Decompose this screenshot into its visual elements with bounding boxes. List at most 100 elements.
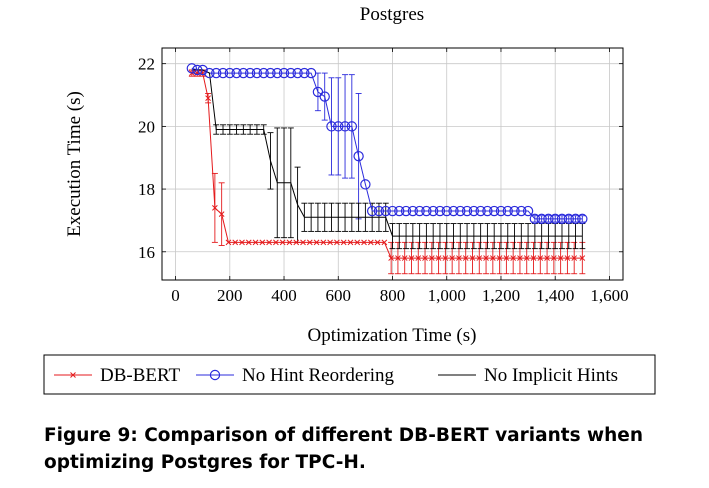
series-point-o xyxy=(292,67,303,79)
series-point-x xyxy=(571,255,578,261)
point-stroke xyxy=(225,239,232,246)
point-stroke xyxy=(279,239,286,246)
series-point-x xyxy=(462,255,469,261)
x-tick-label: 1,400 xyxy=(536,286,574,305)
series-point-x xyxy=(537,255,544,261)
point-stroke xyxy=(517,255,523,261)
series-point-x xyxy=(422,255,428,261)
series-point-x xyxy=(395,255,401,261)
series-point-x xyxy=(564,255,571,261)
point-stroke xyxy=(449,255,456,261)
chart-title: Postgres xyxy=(360,4,424,25)
point-stroke xyxy=(476,255,483,261)
series-point-x xyxy=(306,239,313,246)
series-point-o xyxy=(224,67,235,79)
series-point-x xyxy=(442,255,449,261)
series-point-o xyxy=(265,67,276,79)
series-point-x xyxy=(579,255,586,261)
series-point-o xyxy=(441,205,452,217)
point-stroke xyxy=(550,255,557,261)
point-stroke xyxy=(422,255,428,261)
y-tick-label: 22 xyxy=(138,55,155,74)
point-stroke xyxy=(415,255,422,261)
point-stroke xyxy=(218,211,225,218)
point-stroke xyxy=(340,239,347,246)
series-point-o xyxy=(407,205,419,217)
point-stroke xyxy=(381,239,388,246)
series-point-o xyxy=(394,205,405,217)
series-point-x xyxy=(293,239,300,246)
series-point-x xyxy=(510,255,517,261)
y-axis-ticks: 16 18 20 22 xyxy=(138,55,623,262)
x-tick-label: 800 xyxy=(380,286,406,305)
series-point-o xyxy=(360,179,371,190)
x-tick-label: 0 xyxy=(171,286,180,305)
series-point-o xyxy=(305,67,317,79)
series-point-o xyxy=(427,205,439,217)
point-stroke xyxy=(259,239,266,246)
series-point-o xyxy=(197,64,208,76)
series-point-x xyxy=(239,239,245,246)
series-point-x xyxy=(232,239,239,246)
point-stroke xyxy=(212,205,218,211)
point-stroke xyxy=(537,255,544,261)
series-point-o xyxy=(509,205,520,217)
x-tick-label: 1,200 xyxy=(482,286,520,305)
legend: DB-BERT No Hint Reordering No Implicit Hin… xyxy=(43,354,656,395)
point-stroke xyxy=(245,239,252,246)
x-tick-label: 200 xyxy=(217,286,243,305)
series-point-x xyxy=(286,239,293,246)
legend-label-1: No Hint Reordering xyxy=(242,365,394,386)
x-axis-label: Optimization Time (s) xyxy=(308,325,477,346)
chart: Postgres 0 200 400 600 800 1,000 1,200 1,400 1,6… xyxy=(43,4,656,395)
series-point-o xyxy=(192,64,203,76)
series-point-x xyxy=(320,239,327,246)
series-point-o xyxy=(285,67,297,79)
series-point-x xyxy=(449,255,456,261)
y-tick-label: 18 xyxy=(138,180,155,199)
series-point-x xyxy=(530,255,537,261)
series-point-x xyxy=(503,255,510,261)
point-stroke xyxy=(320,239,327,246)
point-stroke xyxy=(571,255,578,261)
series-point-x xyxy=(273,239,279,246)
legend-label-2: No Implicit Hints xyxy=(484,365,618,386)
series-point-o xyxy=(543,213,554,225)
series-point-x xyxy=(496,255,503,261)
series-point-o xyxy=(556,213,568,225)
series-point-x xyxy=(523,255,530,261)
series-point-o xyxy=(414,205,425,217)
series-lines xyxy=(191,67,583,259)
series-point-x xyxy=(374,239,381,246)
series-point-o xyxy=(333,121,344,132)
point-stroke xyxy=(469,255,476,261)
point-stroke xyxy=(361,239,367,246)
series-point-o xyxy=(495,205,507,217)
series-point-o xyxy=(238,67,249,79)
series-point-o xyxy=(211,67,222,79)
point-stroke xyxy=(327,239,333,246)
point-stroke xyxy=(456,255,462,261)
point-stroke xyxy=(483,255,489,261)
series-point-o xyxy=(570,213,581,225)
legend-label-0: DB-BERT xyxy=(100,365,181,386)
point-stroke xyxy=(354,239,361,246)
series-point-x xyxy=(279,239,286,246)
series-point-o xyxy=(231,67,242,79)
point-stroke xyxy=(428,255,435,261)
series-point-o xyxy=(366,205,378,217)
point-stroke xyxy=(395,255,401,261)
point-stroke xyxy=(334,239,340,246)
x-axis-ticks: 0 200 400 600 800 1,000 1,200 1,400 1,600 xyxy=(171,48,629,305)
series-point-x xyxy=(550,255,557,261)
y-tick-label: 16 xyxy=(138,243,155,262)
point-stroke xyxy=(388,255,394,261)
point-stroke xyxy=(266,239,272,246)
point-stroke xyxy=(306,239,313,246)
point-stroke xyxy=(239,239,245,246)
series-point-x xyxy=(435,255,442,261)
series-line-1 xyxy=(191,67,583,220)
series-point-x xyxy=(408,255,415,261)
point-stroke xyxy=(435,255,442,261)
series-point-o xyxy=(186,63,198,74)
